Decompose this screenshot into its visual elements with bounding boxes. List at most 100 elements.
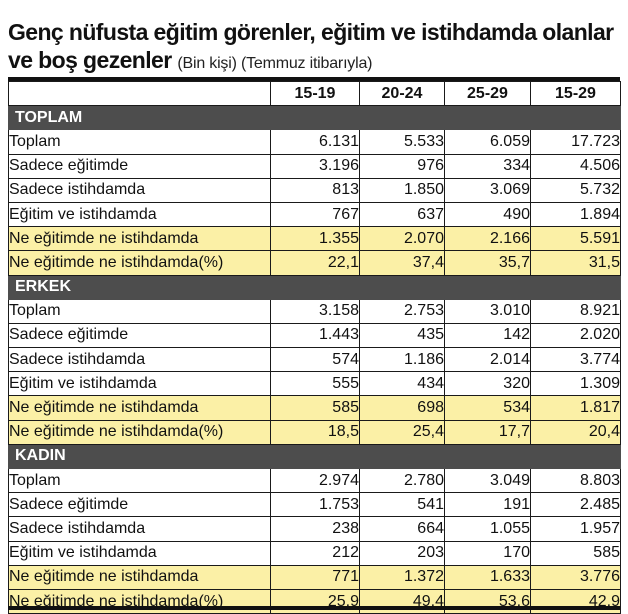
table-row: Toplam 3.158 2.753 3.010 8.921 <box>8 298 621 324</box>
bottom-rule <box>8 606 620 610</box>
table-row: Ne eğitimde ne istihdamda 585 698 534 1.817 <box>8 395 621 421</box>
data-cell: 534 <box>444 395 531 421</box>
chart-title: Genç nüfusta eğitim görenler, eğitim ve … <box>8 18 623 78</box>
data-cell: 17.723 <box>530 129 621 155</box>
data-cell: 2.974 <box>270 467 360 494</box>
table-row: Sadece eğitimde 3.196 976 334 4.506 <box>8 153 621 179</box>
row-label: Toplam <box>8 129 271 155</box>
data-cell: 212 <box>270 540 360 566</box>
data-cell: 434 <box>359 371 445 397</box>
data-cell: 203 <box>359 540 445 566</box>
row-label: Ne eğitimde ne istihdamda(%) <box>8 419 271 445</box>
data-cell: 2.166 <box>444 226 531 252</box>
data-cell: 574 <box>270 347 360 373</box>
table-row: Ne eğitimde ne istihdamda(%) 22,1 37,4 35,7… <box>8 250 621 276</box>
data-cell: 1.186 <box>359 347 445 373</box>
column-header: 25-29 <box>444 80 531 107</box>
data-cell: 1.355 <box>270 226 360 252</box>
row-label: Eğitim ve istihdamda <box>8 540 271 566</box>
data-cell: 1.850 <box>359 177 445 203</box>
data-cell: 8.921 <box>530 298 621 324</box>
table-row: Sadece istihdamda 813 1.850 3.069 5.732 <box>8 177 621 203</box>
section-header-row: KADIN <box>8 443 621 470</box>
data-cell: 2.780 <box>359 467 445 494</box>
data-cell: 767 <box>270 201 360 228</box>
data-cell: 3.196 <box>270 153 360 179</box>
table-row: Ne eğitimde ne istihdamda 771 1.372 1.633 3.… <box>8 564 621 590</box>
data-cell: 3.774 <box>530 347 621 373</box>
table-row: Sadece eğitimde 1.443 435 142 2.020 <box>8 322 621 349</box>
data-cell: 191 <box>444 492 531 518</box>
column-header: 15-29 <box>530 80 621 107</box>
data-cell: 37,4 <box>359 250 445 276</box>
data-cell: 8.803 <box>530 467 621 494</box>
table-row: Sadece eğitimde 1.753 541 191 2.485 <box>8 492 621 518</box>
data-cell: 1.753 <box>270 492 360 518</box>
row-label: Eğitim ve istihdamda <box>8 371 271 397</box>
data-cell: 585 <box>530 540 621 566</box>
row-label: Sadece istihdamda <box>8 516 271 542</box>
row-label: Ne eğitimde ne istihdamda <box>8 395 271 421</box>
section-title: KADIN <box>8 443 621 470</box>
data-cell: 6.059 <box>444 129 531 155</box>
data-cell: 664 <box>359 516 445 542</box>
header-row: 15-19 20-24 25-29 15-29 <box>8 80 621 107</box>
data-cell: 18,5 <box>270 419 360 445</box>
table-row: Toplam 6.131 5.533 6.059 17.723 <box>8 129 621 155</box>
data-cell: 1.055 <box>444 516 531 542</box>
data-cell: 35,7 <box>444 250 531 276</box>
data-cell: 1.633 <box>444 564 531 590</box>
table-row: Toplam 2.974 2.780 3.049 8.803 <box>8 467 621 494</box>
data-cell: 2.020 <box>530 322 621 349</box>
data-cell: 698 <box>359 395 445 421</box>
data-cell: 1.894 <box>530 201 621 228</box>
data-cell: 20,4 <box>530 419 621 445</box>
table-body: TOPLAM Toplam 6.131 5.533 6.059 17.723 Sadece … <box>8 105 621 614</box>
data-cell: 976 <box>359 153 445 179</box>
section-header-row: TOPLAM <box>8 105 621 131</box>
data-cell: 637 <box>359 201 445 228</box>
data-cell: 1.957 <box>530 516 621 542</box>
data-cell: 3.010 <box>444 298 531 324</box>
column-header: 15-19 <box>270 80 360 107</box>
row-label: Sadece istihdamda <box>8 347 271 373</box>
table-row: Ne eğitimde ne istihdamda(%) 18,5 25,4 17,7… <box>8 419 621 445</box>
data-cell: 2.070 <box>359 226 445 252</box>
data-cell: 320 <box>444 371 531 397</box>
data-cell: 555 <box>270 371 360 397</box>
row-label: Sadece eğitimde <box>8 492 271 518</box>
column-header: 20-24 <box>359 80 445 107</box>
row-label: Sadece eğitimde <box>8 322 271 349</box>
section-title: ERKEK <box>8 274 621 300</box>
row-label: Ne eğitimde ne istihdamda <box>8 226 271 252</box>
data-cell: 1.443 <box>270 322 360 349</box>
row-label: Sadece istihdamda <box>8 177 271 203</box>
data-cell: 4.506 <box>530 153 621 179</box>
row-label: Eğitim ve istihdamda <box>8 201 271 228</box>
table-row: Sadece istihdamda 574 1.186 2.014 3.774 <box>8 347 621 373</box>
section-title: TOPLAM <box>8 105 621 131</box>
data-cell: 25,4 <box>359 419 445 445</box>
table-row: Eğitim ve istihdamda 767 637 490 1.894 <box>8 201 621 228</box>
data-cell: 1.817 <box>530 395 621 421</box>
data-cell: 2.014 <box>444 347 531 373</box>
data-cell: 334 <box>444 153 531 179</box>
data-cell: 22,1 <box>270 250 360 276</box>
data-cell: 5.533 <box>359 129 445 155</box>
row-label: Sadece eğitimde <box>8 153 271 179</box>
data-cell: 1.372 <box>359 564 445 590</box>
data-cell: 585 <box>270 395 360 421</box>
data-cell: 31,5 <box>530 250 621 276</box>
data-cell: 17,7 <box>444 419 531 445</box>
row-label: Toplam <box>8 298 271 324</box>
data-cell: 238 <box>270 516 360 542</box>
data-cell: 5.591 <box>530 226 621 252</box>
row-label: Ne eğitimde ne istihdamda <box>8 564 271 590</box>
data-cell: 2.485 <box>530 492 621 518</box>
data-table: 15-19 20-24 25-29 15-29 TOPLAM Toplam 6.13… <box>8 80 621 614</box>
table-row: Sadece istihdamda 238 664 1.055 1.957 <box>8 516 621 542</box>
data-cell: 3.069 <box>444 177 531 203</box>
top-rule <box>8 77 620 81</box>
chart-subtitle: (Bin kişi) (Temmuz itibarıyla) <box>177 55 373 72</box>
data-cell: 813 <box>270 177 360 203</box>
